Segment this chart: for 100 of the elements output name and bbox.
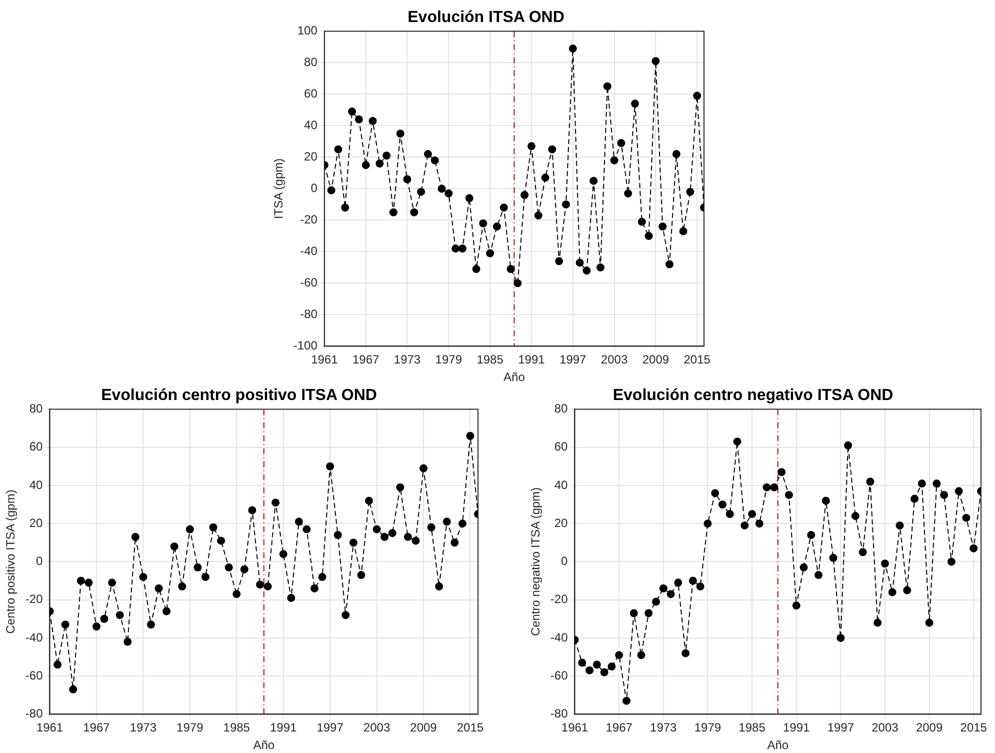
point: [170, 542, 178, 550]
y-tick-label: 60: [554, 440, 568, 454]
point: [479, 219, 488, 228]
point: [372, 525, 381, 534]
point: [600, 668, 608, 676]
point: [652, 598, 660, 606]
point: [417, 188, 426, 196]
point: [334, 145, 342, 154]
point: [562, 200, 570, 208]
point: [748, 510, 756, 518]
y-tick-label: 0: [561, 554, 568, 568]
y-tick-label: 20: [554, 516, 568, 530]
point: [844, 441, 852, 450]
point: [124, 638, 132, 646]
point: [108, 578, 116, 587]
point: [541, 174, 550, 182]
chart-title: Evolución centro positivo ITSA OND: [101, 387, 377, 404]
point: [412, 536, 420, 545]
point: [389, 208, 398, 216]
point: [514, 279, 522, 288]
point: [568, 44, 577, 53]
point: [679, 227, 688, 236]
point: [851, 512, 860, 520]
point: [486, 249, 494, 258]
x-tick-label: 2009: [916, 720, 943, 735]
point: [586, 666, 594, 674]
point: [294, 518, 303, 526]
point: [740, 521, 749, 530]
point: [357, 571, 366, 580]
point: [674, 578, 682, 587]
point: [92, 622, 100, 631]
x-tick-label: 1997: [827, 720, 854, 735]
point: [256, 580, 264, 589]
point: [178, 582, 186, 590]
point: [866, 478, 874, 486]
x-tick-label: 2015: [960, 720, 988, 735]
point: [382, 152, 391, 160]
point: [500, 204, 508, 212]
point: [310, 584, 318, 592]
point: [403, 175, 412, 184]
point: [364, 496, 373, 505]
y-tick-label: 40: [29, 478, 44, 492]
y-tick-label: -60: [550, 668, 568, 682]
y-tick-label: -80: [300, 307, 318, 322]
point: [217, 536, 226, 545]
point: [69, 685, 78, 694]
point: [610, 156, 618, 164]
point: [617, 139, 626, 148]
x-tick-label: 1991: [782, 720, 810, 735]
y-tick-label: 40: [304, 118, 318, 132]
point: [466, 432, 474, 440]
y-tick-label: -20: [550, 592, 568, 606]
point: [376, 160, 384, 168]
point: [762, 483, 771, 492]
point: [590, 176, 598, 185]
x-tick-label: 1967: [83, 720, 110, 735]
y-tick-label: -20: [300, 212, 318, 227]
x-tick-label: 1985: [223, 720, 250, 735]
point: [733, 438, 742, 446]
point: [472, 265, 480, 274]
point: [608, 662, 616, 671]
y-tick-label: 0: [36, 554, 44, 568]
point: [419, 464, 428, 472]
point: [693, 92, 702, 100]
point: [954, 487, 963, 496]
point: [704, 520, 712, 528]
point: [836, 634, 845, 642]
point: [404, 532, 412, 541]
y-tick-label: 60: [29, 440, 44, 454]
point: [644, 609, 653, 618]
point: [318, 572, 326, 581]
point: [209, 523, 218, 532]
y-tick-label: -40: [300, 244, 318, 258]
point: [348, 108, 356, 116]
point: [962, 514, 970, 522]
point: [341, 204, 350, 212]
point: [578, 658, 586, 667]
point: [658, 222, 667, 230]
point: [665, 260, 674, 268]
point: [596, 263, 604, 272]
point: [131, 532, 140, 541]
x-tick-label: 1985: [738, 720, 766, 735]
x-tick-label: 2015: [456, 720, 484, 735]
y-axis-title: Centro positivo ITSA (gpm): [4, 490, 18, 634]
point: [444, 189, 453, 198]
point: [903, 586, 912, 594]
y-tick-label: -40: [550, 630, 568, 644]
point: [603, 82, 612, 90]
point: [354, 115, 363, 124]
x-tick-label: 2003: [363, 720, 390, 735]
point: [947, 558, 956, 566]
point: [492, 222, 501, 230]
x-tick-label: 1979: [694, 720, 722, 735]
point: [534, 211, 542, 220]
point: [696, 582, 704, 590]
point: [61, 620, 70, 629]
point: [800, 563, 808, 572]
y-tick-label: 80: [29, 402, 44, 416]
point: [100, 614, 108, 623]
point: [442, 518, 451, 526]
